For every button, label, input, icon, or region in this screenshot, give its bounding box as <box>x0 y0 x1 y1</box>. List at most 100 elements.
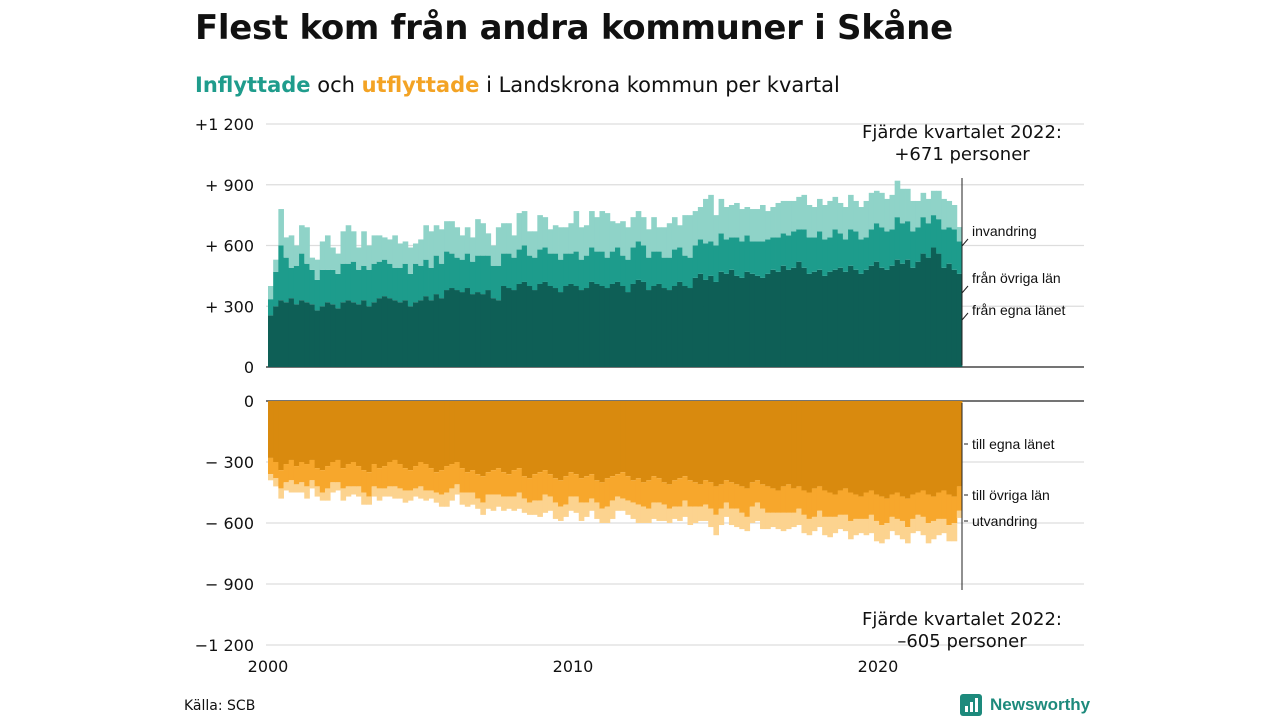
outflow-bar <box>381 466 388 489</box>
inflow-bar <box>863 237 870 270</box>
inflow-bar <box>770 207 776 238</box>
outflow-bar <box>335 401 341 460</box>
inflow-bar <box>356 304 362 368</box>
outflow-bar <box>806 492 813 519</box>
outflow-bar <box>469 492 476 505</box>
inflow-bar <box>936 190 942 220</box>
subtitle-utflyttade: utflyttade <box>361 73 480 97</box>
outflow-bar <box>495 494 502 507</box>
outflow-bar <box>832 516 839 534</box>
inflow-bar <box>816 231 823 270</box>
outflow-bar <box>646 480 652 509</box>
outflow-bar <box>537 472 543 501</box>
inflow-bar <box>552 288 559 367</box>
inflow-bar <box>526 231 533 256</box>
outflow-bar <box>708 401 714 483</box>
inflow-bar <box>454 227 461 258</box>
inflow-bar <box>387 298 393 367</box>
inflow-bar <box>345 263 352 301</box>
inflow-bar <box>594 217 600 252</box>
inflow-bar <box>853 200 859 232</box>
inflow-bar <box>423 259 429 297</box>
outflow-bar <box>599 508 606 523</box>
inflow-bar <box>475 219 481 256</box>
outflow-bar <box>599 401 606 483</box>
outflow-bar <box>785 484 792 513</box>
outflow-bar <box>858 496 865 519</box>
outflow-bar <box>697 401 704 485</box>
inflow-bar <box>863 269 870 367</box>
outflow-bar <box>299 401 305 462</box>
outflow-bar <box>283 482 290 491</box>
outflow-bar <box>506 496 512 509</box>
inflow-bar <box>677 281 683 367</box>
outflow-bar <box>703 504 709 521</box>
inflow-bar <box>775 271 782 367</box>
inflow-bar <box>366 306 372 367</box>
outflow-bar <box>314 468 321 487</box>
inflow-bar <box>511 257 518 291</box>
outflow-bar <box>899 401 906 497</box>
inflow-bar <box>666 223 673 258</box>
outflow-bar <box>583 476 590 503</box>
newsworthy-logo[interactable]: Newsworthy <box>960 694 1090 716</box>
outflow-bar <box>837 401 844 491</box>
inflow-bar <box>785 269 792 367</box>
outflow-bar <box>734 401 740 485</box>
outflow-bar <box>615 474 621 497</box>
outflow-bar <box>594 502 600 519</box>
series-label-inflow: invandring <box>972 223 1037 239</box>
outflow-bar <box>718 484 725 509</box>
outflow-bar <box>609 401 616 477</box>
inflow-bar <box>335 273 341 309</box>
outflow-bar <box>464 492 471 507</box>
outflow-bar <box>444 401 450 467</box>
inflow-bar <box>811 237 818 272</box>
inflow-bar <box>889 194 896 230</box>
inflow-bar <box>324 302 331 367</box>
inflow-bar <box>905 221 911 260</box>
inflow-bar <box>879 192 885 228</box>
inflow-bar <box>356 269 362 305</box>
inflow-bar <box>516 249 523 284</box>
outflow-bar <box>387 462 393 487</box>
outflow-bar <box>418 462 424 487</box>
y-tick-outflow: − 600 <box>205 514 254 533</box>
outflow-bar <box>791 401 797 489</box>
inflow-bar <box>708 194 714 242</box>
outflow-bar <box>583 502 590 517</box>
outflow-bar <box>640 482 647 507</box>
outflow-bar <box>438 494 445 507</box>
inflow-bar <box>335 253 341 274</box>
y-tick-outflow: −1 200 <box>195 636 254 655</box>
inflow-bar <box>433 255 440 295</box>
inflow-bar <box>319 241 326 270</box>
inflow-bar <box>501 253 507 286</box>
outflow-bar <box>345 486 352 497</box>
inflow-bar <box>495 300 502 368</box>
inflow-bar <box>780 200 787 234</box>
inflow-bar <box>703 243 709 280</box>
outflow-bar <box>801 490 808 515</box>
inflow-bar <box>428 231 435 268</box>
inflow-bar <box>656 251 663 284</box>
outflow-bar <box>438 401 445 471</box>
inflow-bar <box>532 257 538 291</box>
series-connector <box>961 312 969 321</box>
outflow-bar <box>889 401 896 495</box>
outflow-bar <box>822 490 828 517</box>
inflow-bar <box>464 253 471 289</box>
outflow-bar <box>723 502 730 517</box>
inflow-bar <box>293 265 300 305</box>
series-label-inflow: från övriga län <box>972 270 1061 286</box>
inflow-bar <box>620 286 626 367</box>
outflow-bar <box>480 502 486 515</box>
inflow-bar <box>599 251 606 286</box>
inflow-bar <box>444 251 450 291</box>
inflow-bar <box>703 279 709 368</box>
inflow-bar <box>946 200 953 228</box>
series-connector <box>961 285 969 294</box>
inflow-bar <box>397 243 404 268</box>
chart-subtitle: Inflyttade och utflyttade i Landskrona k… <box>195 73 840 97</box>
inflow-bar <box>361 300 367 368</box>
